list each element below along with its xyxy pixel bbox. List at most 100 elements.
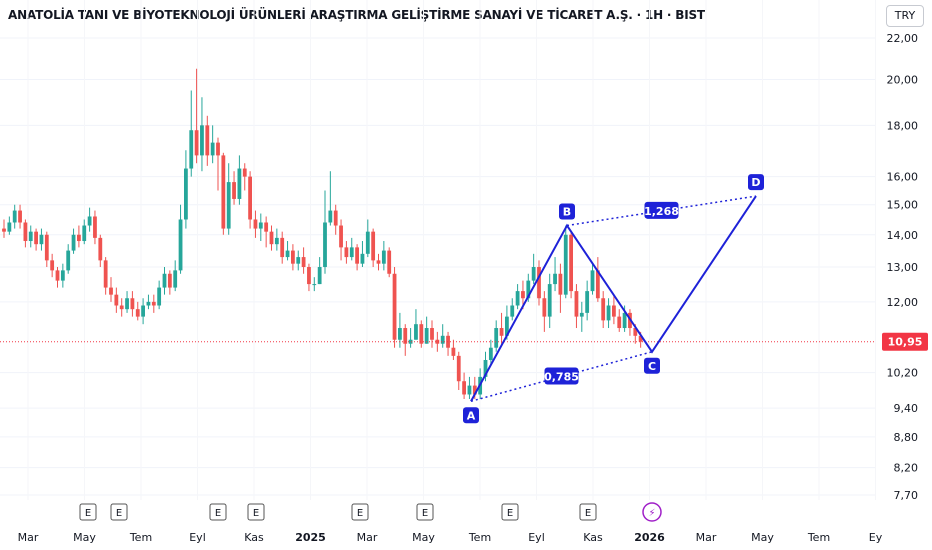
candle xyxy=(328,171,333,226)
candle xyxy=(323,190,327,274)
candle xyxy=(467,376,472,399)
candle xyxy=(119,298,124,317)
candle xyxy=(595,257,600,302)
candle xyxy=(232,171,236,205)
earnings-event[interactable]: E xyxy=(79,503,97,521)
candle xyxy=(12,204,17,229)
earnings-event[interactable]: E xyxy=(416,503,434,521)
earnings-event[interactable]: E xyxy=(351,503,369,521)
candle xyxy=(189,90,194,177)
time-tick: Tem xyxy=(129,531,152,544)
candle xyxy=(339,219,343,261)
candle xyxy=(135,301,140,321)
ratio-label: 1,268 xyxy=(644,205,679,218)
time-tick: Kas xyxy=(583,531,603,544)
candle xyxy=(462,372,466,399)
candle xyxy=(194,68,199,164)
candle xyxy=(7,216,12,235)
time-tick: May xyxy=(73,531,96,544)
candle xyxy=(291,244,295,271)
pattern-point xyxy=(748,174,764,191)
pattern-point xyxy=(644,357,660,374)
candle xyxy=(360,241,365,268)
earnings-event[interactable]: E xyxy=(209,503,227,521)
candle xyxy=(499,312,504,344)
event-label: E xyxy=(215,508,221,519)
candle xyxy=(50,253,55,278)
pattern-point-label: B xyxy=(563,206,571,219)
candle xyxy=(253,210,258,238)
time-axis[interactable]: Mar May Tem Eyl Kas 2025 Mar May Tem Eyl Kas 2026 Ma… xyxy=(18,531,883,544)
candle xyxy=(125,291,129,313)
candle xyxy=(55,267,60,288)
candle xyxy=(93,210,97,245)
candle xyxy=(398,312,402,348)
candle xyxy=(446,331,450,356)
price-tick: 16,00 xyxy=(887,171,919,184)
candle xyxy=(451,339,456,360)
candle xyxy=(456,351,461,391)
candle xyxy=(355,244,359,271)
candle xyxy=(579,301,584,332)
candle xyxy=(612,294,616,325)
candle xyxy=(141,298,145,325)
ratio-line-ac xyxy=(470,351,653,402)
candle xyxy=(537,260,541,306)
pattern-legs xyxy=(470,195,757,402)
candle xyxy=(205,115,210,166)
candle xyxy=(44,231,49,268)
candle xyxy=(178,204,183,274)
candle xyxy=(264,216,269,248)
candle xyxy=(221,152,226,235)
ratio-badge xyxy=(544,367,579,385)
candle xyxy=(531,253,536,285)
earnings-event[interactable]: E xyxy=(579,503,597,521)
candle xyxy=(237,155,242,205)
price-tick: 15,00 xyxy=(887,199,919,212)
event-label: E xyxy=(357,508,363,519)
candle xyxy=(590,263,595,295)
candle xyxy=(258,213,263,242)
candle xyxy=(547,273,552,329)
candle xyxy=(167,270,172,295)
candle xyxy=(130,291,135,317)
candle xyxy=(296,250,301,271)
pattern-point-label: A xyxy=(467,409,476,422)
dividend-event[interactable]: ⚡ xyxy=(642,502,662,522)
candle xyxy=(424,316,429,344)
candle xyxy=(403,324,408,356)
price-tick: 18,00 xyxy=(887,119,919,132)
candle xyxy=(365,219,370,258)
candle xyxy=(66,244,71,274)
last-price-badge xyxy=(882,332,928,351)
time-tick: 2026 xyxy=(634,531,665,544)
last-price-label: 10,95 xyxy=(888,336,923,349)
pattern-point xyxy=(463,407,479,424)
price-axis[interactable]: 22,00 20,00 18,00 16,00 15,00 14,00 13,00 12,00… xyxy=(887,32,919,502)
candle xyxy=(510,298,515,321)
ratio-label: 0,785 xyxy=(544,371,579,384)
price-tick: 13,00 xyxy=(887,261,919,274)
candle xyxy=(71,228,76,254)
candle xyxy=(28,225,33,248)
candle xyxy=(414,309,418,340)
earnings-event[interactable]: E xyxy=(501,503,519,521)
time-tick: Eyl xyxy=(189,531,206,544)
candle xyxy=(285,241,290,261)
time-tick: Eyl xyxy=(528,531,545,544)
pattern-point-label: D xyxy=(751,176,760,189)
last-price-line: 10,95 xyxy=(0,332,928,351)
event-label: E xyxy=(116,508,122,519)
earnings-event[interactable]: E xyxy=(110,503,128,521)
candle xyxy=(210,125,215,164)
chart-title: ANATOLİA TANI VE BİYOTEKNOLOJİ ÜRÜNLERİ … xyxy=(8,8,705,22)
candle xyxy=(381,241,386,271)
currency-button[interactable]: TRY xyxy=(886,5,924,27)
price-tick: 20,00 xyxy=(887,73,919,86)
earnings-event[interactable]: E xyxy=(247,503,265,521)
candle xyxy=(269,225,274,251)
candle xyxy=(515,284,520,310)
event-label: E xyxy=(422,508,428,519)
candle xyxy=(371,228,376,268)
